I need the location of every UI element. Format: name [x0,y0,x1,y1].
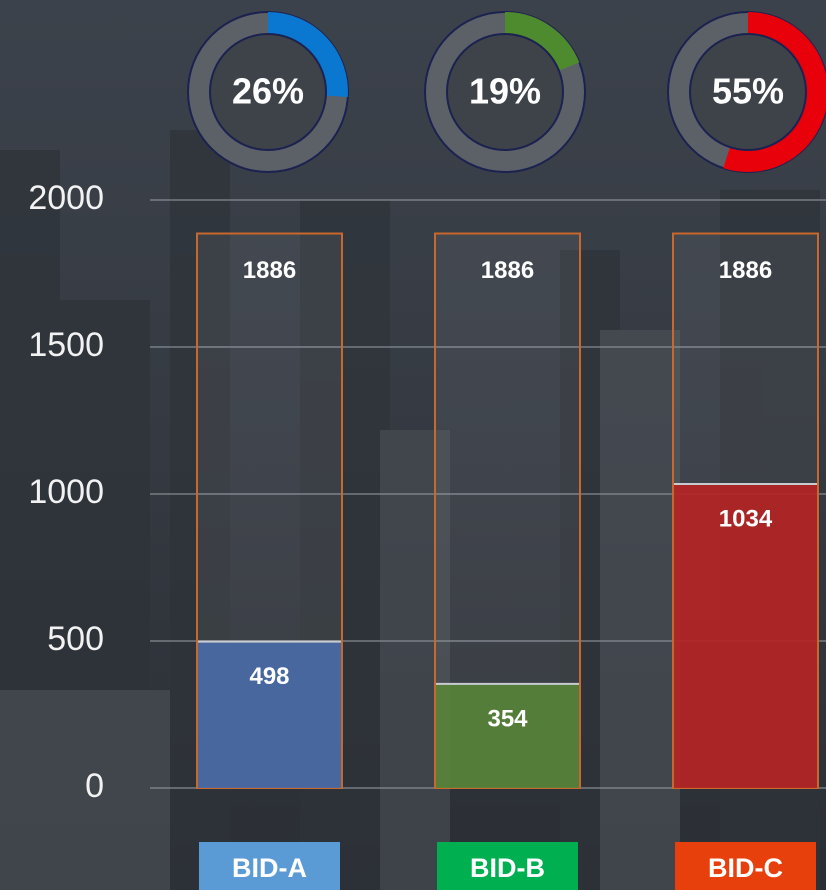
bar [436,684,579,788]
value-label: 1034 [719,505,773,532]
value-label: 354 [487,705,528,732]
total-label: 1886 [243,257,296,284]
y-tick-label: 500 [47,620,104,658]
y-tick-label: 1000 [28,473,104,511]
x-tick-label: BID-C [708,853,783,883]
y-tick-label: 2000 [28,179,104,217]
chart: 0 500 1000 1500 2000 1886 498 BID-A 26% 1886 354 BI… [0,0,826,890]
percentage-label: 26% [232,71,304,112]
x-tick-label: BID-A [232,853,307,883]
percentage-label: 55% [712,71,784,112]
total-label: 1886 [481,257,534,284]
total-label: 1886 [719,257,772,284]
y-tick-label: 1500 [28,326,104,364]
x-tick-label: BID-B [470,853,545,883]
y-tick-label: 0 [85,767,104,805]
value-label: 498 [249,663,289,690]
percentage-label: 19% [469,71,541,112]
